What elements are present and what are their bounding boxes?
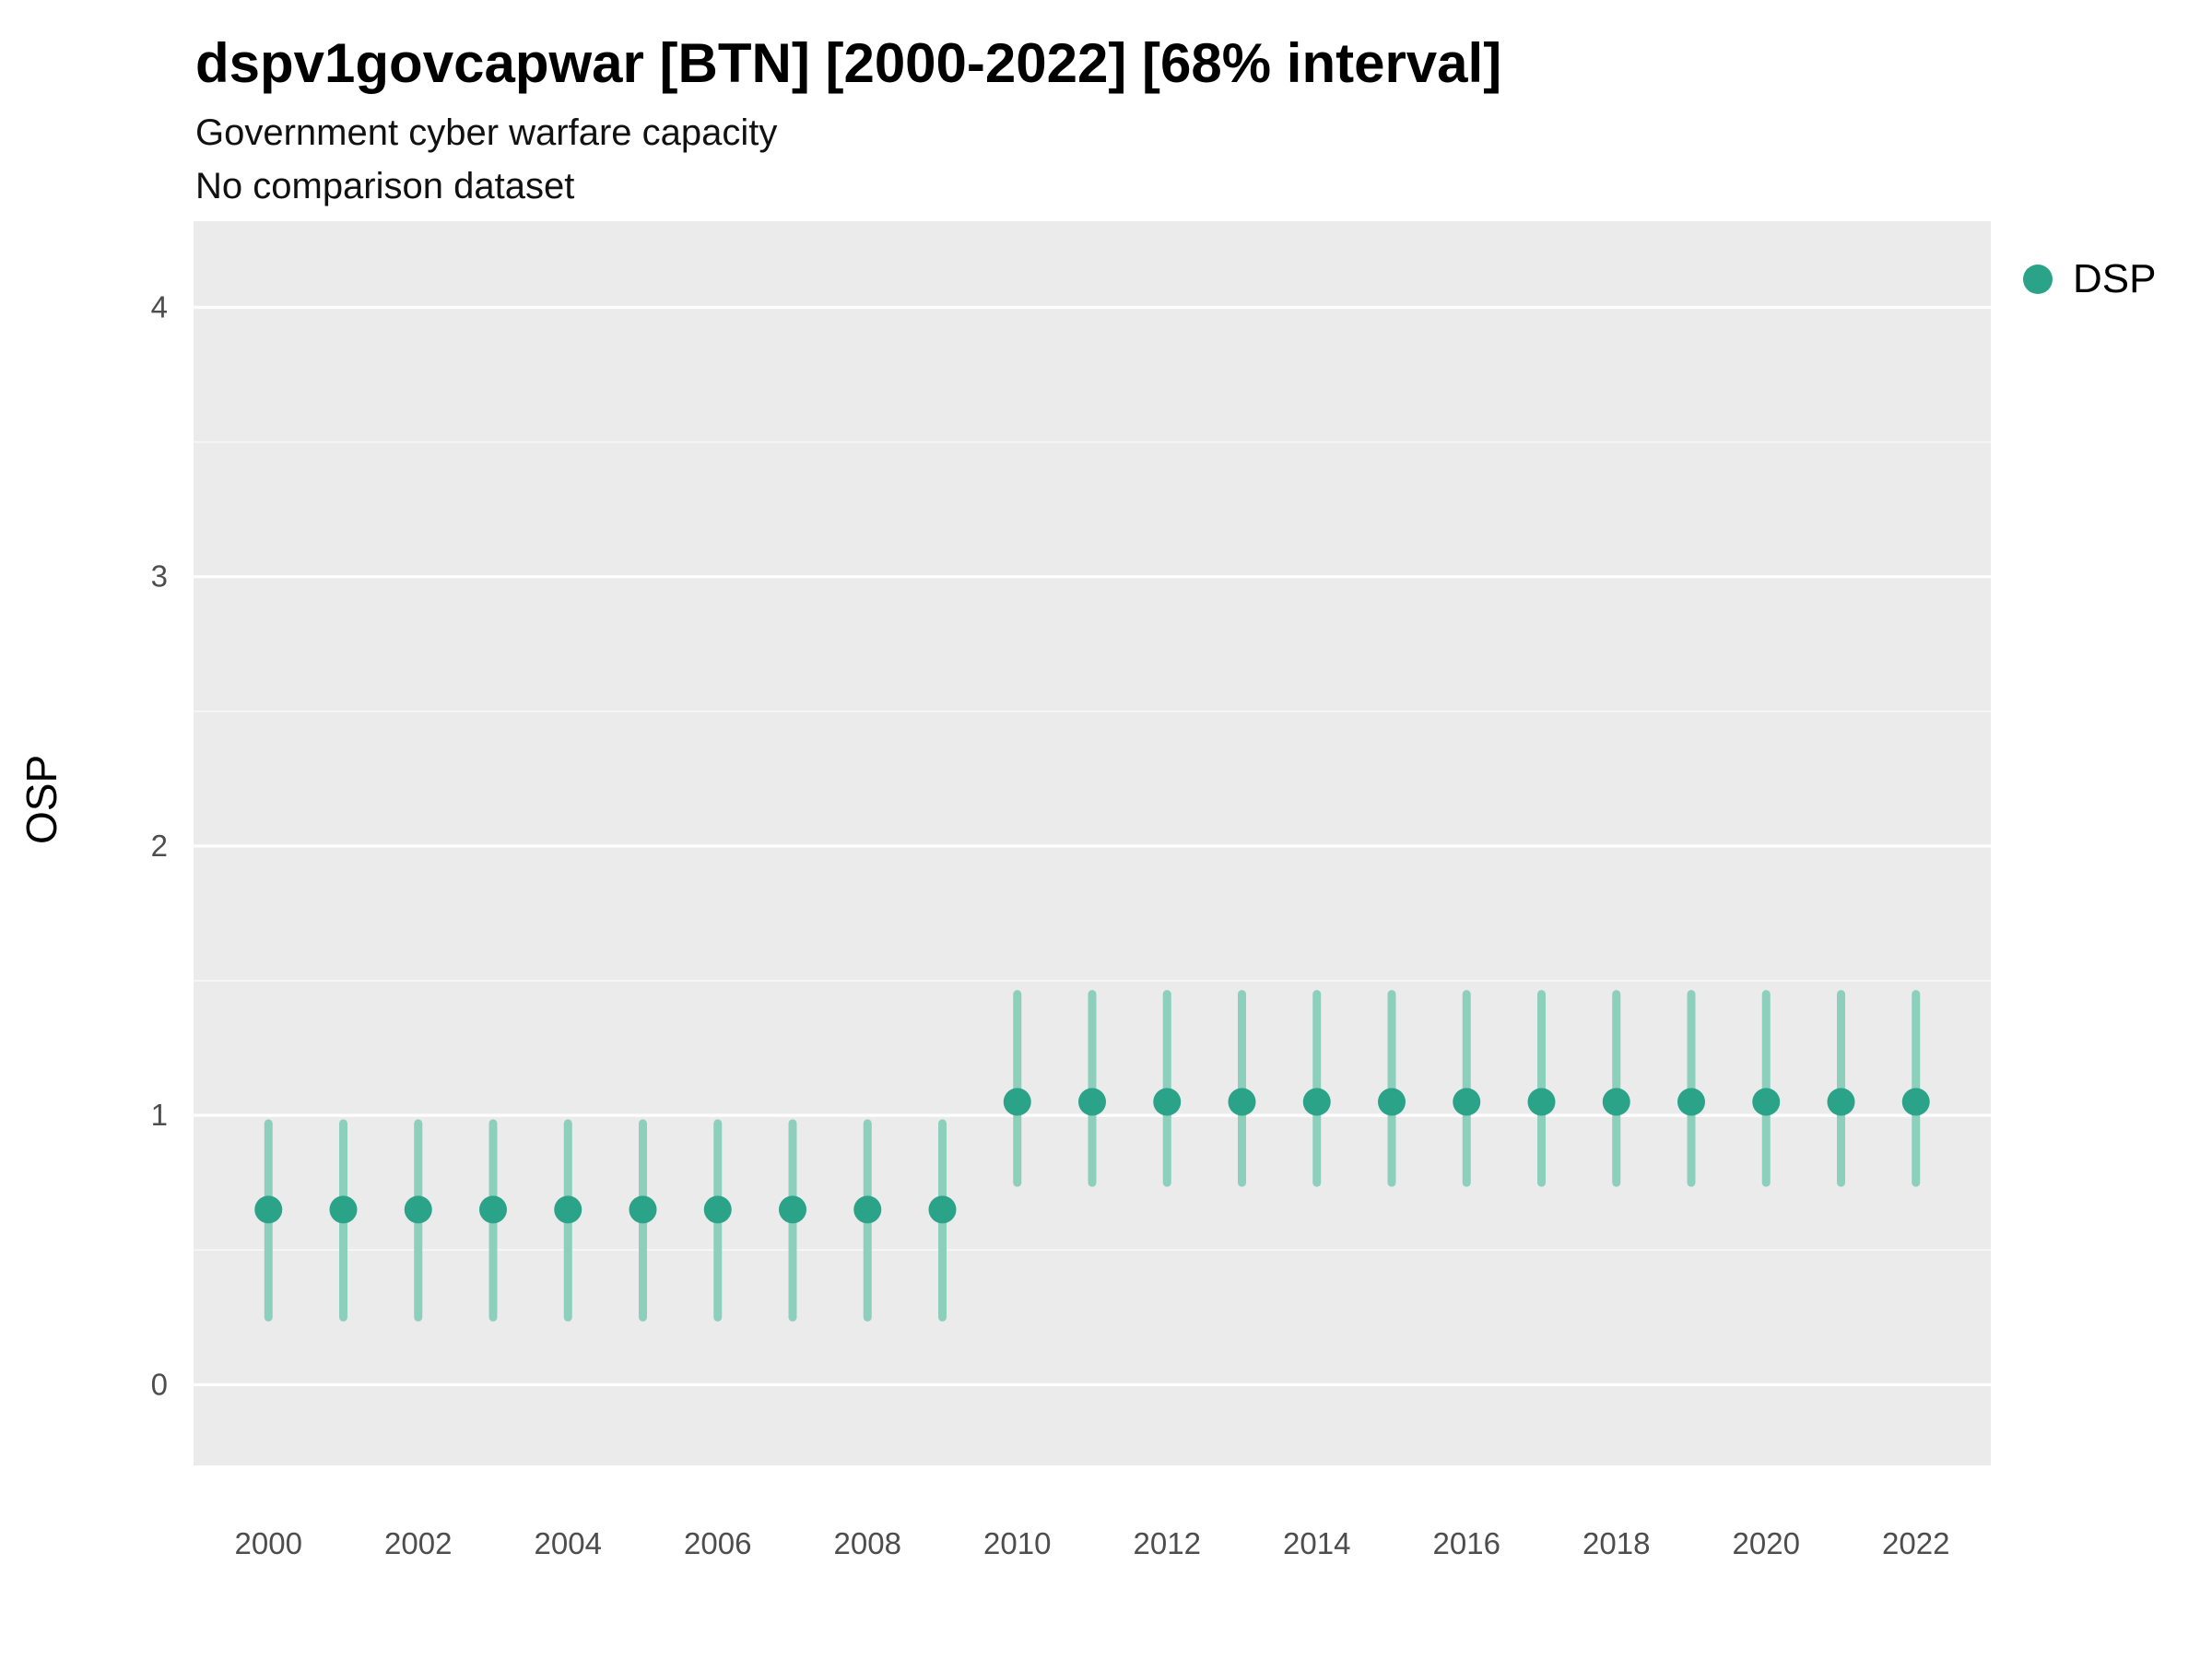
x-tick-label: 2016 <box>1433 1526 1500 1560</box>
y-tick-label: 2 <box>151 829 168 863</box>
legend-dot-icon <box>2023 265 2053 294</box>
data-point <box>1228 1088 1256 1116</box>
data-point <box>853 1195 882 1224</box>
chart-subtitle: Government cyber warfare capacity <box>195 112 778 153</box>
data-point <box>1827 1088 1855 1116</box>
data-point <box>254 1195 283 1224</box>
data-point <box>1078 1088 1106 1116</box>
chart-note: No comparison dataset <box>195 166 575 206</box>
data-point <box>1003 1088 1031 1116</box>
y-tick-label: 3 <box>151 559 168 594</box>
y-tick-label: 4 <box>151 290 168 324</box>
x-tick-label: 2008 <box>834 1526 901 1560</box>
y-axis-label: OSP <box>18 754 65 844</box>
legend: DSP <box>2023 256 2156 302</box>
x-tick-label: 2020 <box>1733 1526 1800 1560</box>
data-point <box>1527 1088 1556 1116</box>
data-point <box>1453 1088 1481 1116</box>
x-tick-label: 2022 <box>1882 1526 1949 1560</box>
data-point <box>1677 1088 1705 1116</box>
data-point <box>1901 1088 1930 1116</box>
data-point <box>703 1195 732 1224</box>
data-point <box>554 1195 582 1224</box>
legend-label: DSP <box>2073 256 2157 301</box>
data-point <box>779 1195 806 1224</box>
data-point <box>928 1195 957 1224</box>
data-point <box>404 1195 432 1224</box>
data-point <box>1378 1088 1406 1116</box>
data-point <box>1302 1088 1331 1116</box>
x-tick-label: 2002 <box>384 1526 452 1560</box>
data-point <box>479 1195 507 1224</box>
x-tick-label: 2004 <box>535 1526 602 1560</box>
data-point <box>1153 1088 1182 1116</box>
data-point <box>329 1195 358 1224</box>
x-tick-label: 2000 <box>235 1526 302 1560</box>
data-point <box>1752 1088 1781 1116</box>
y-tick-label: 1 <box>151 1098 168 1132</box>
x-tick-label: 2014 <box>1283 1526 1350 1560</box>
y-tick-label: 0 <box>151 1367 168 1401</box>
data-point <box>1602 1088 1630 1116</box>
x-tick-label: 2010 <box>983 1526 1051 1560</box>
data-point <box>629 1195 657 1224</box>
chart-title: dspv1govcapwar [BTN] [2000-2022] [68% in… <box>195 32 1502 94</box>
plot-panel <box>194 221 1991 1465</box>
x-tick-label: 2012 <box>1134 1526 1201 1560</box>
x-tick-label: 2006 <box>684 1526 751 1560</box>
x-tick-label: 2018 <box>1583 1526 1650 1560</box>
